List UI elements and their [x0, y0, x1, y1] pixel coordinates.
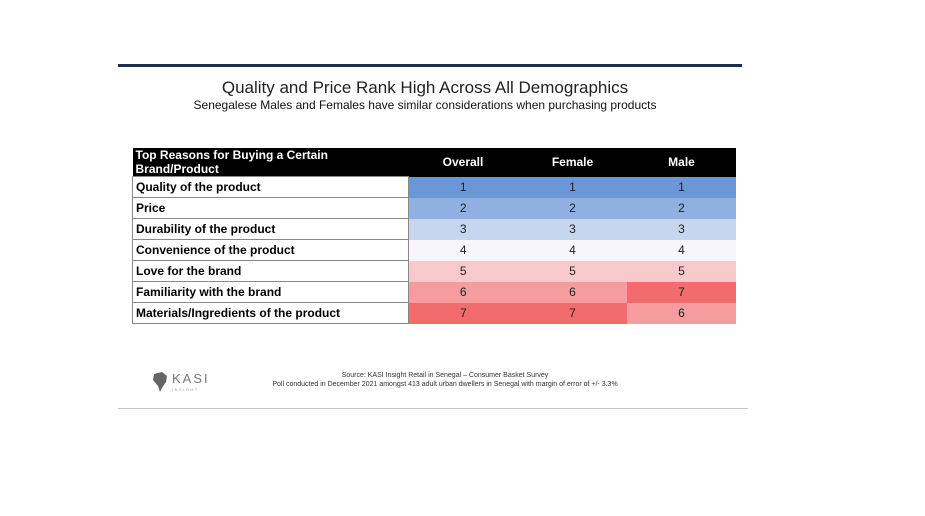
rank-cell: 3 — [518, 218, 627, 240]
logo-name: KASI — [172, 371, 210, 386]
note-line: Poll conducted in December 2021 amongst … — [272, 381, 618, 388]
row-label: Price — [132, 197, 409, 219]
rank-cell: 7 — [408, 302, 518, 324]
rank-cell: 6 — [518, 281, 627, 303]
rank-cell: 3 — [627, 218, 736, 240]
row-label: Durability of the product — [132, 218, 409, 240]
row-label: Convenience of the product — [132, 239, 409, 261]
table-row: Price 2 2 2 — [132, 197, 736, 219]
logo: KASI INSIGHT — [153, 371, 210, 392]
rank-cell: 7 — [518, 302, 627, 324]
table-row: Familiarity with the brand 6 6 7 — [132, 281, 736, 303]
column-header: Male — [627, 148, 736, 177]
rank-cell: 3 — [408, 218, 518, 240]
table-row: Love for the brand 5 5 5 — [132, 260, 736, 282]
rank-cell: 1 — [408, 176, 518, 198]
rank-cell: 5 — [518, 260, 627, 282]
row-label: Quality of the product — [132, 176, 409, 198]
row-label: Materials/Ingredients of the product — [132, 302, 409, 324]
rank-cell: 6 — [627, 302, 736, 324]
top-rule — [118, 64, 742, 67]
rank-cell: 5 — [408, 260, 518, 282]
rank-table: Top Reasons for Buying a Certain Brand/P… — [132, 148, 737, 324]
bottom-rule — [118, 408, 748, 409]
rank-cell: 5 — [627, 260, 736, 282]
source: Source: KASI Insight Retail in Senegal –… — [230, 371, 660, 389]
subtitle: Senegalese Males and Females have simila… — [193, 98, 657, 112]
logo-tagline: INSIGHT — [172, 387, 199, 392]
table-row: Quality of the product 1 1 1 — [132, 176, 736, 198]
rank-cell: 4 — [518, 239, 627, 261]
column-header: Overall — [408, 148, 518, 177]
rank-cell: 4 — [408, 239, 518, 261]
source-line: Source: KASI Insight Retail in Senegal –… — [341, 372, 549, 379]
rank-cell: 4 — [627, 239, 736, 261]
table-row: Materials/Ingredients of the product 7 7 6 — [132, 302, 736, 324]
table-row: Convenience of the product 4 4 4 — [132, 239, 736, 261]
rank-cell: 7 — [627, 281, 736, 303]
rank-cell: 2 — [408, 197, 518, 219]
rank-cell: 1 — [627, 176, 736, 198]
row-label: Familiarity with the brand — [132, 281, 409, 303]
column-header: Female — [518, 148, 627, 177]
rank-cell: 2 — [627, 197, 736, 219]
title: Quality and Price Rank High Across All D… — [221, 78, 629, 97]
row-label: Love for the brand — [132, 260, 409, 282]
rank-cell: 2 — [518, 197, 627, 219]
rank-cell: 6 — [408, 281, 518, 303]
africa-icon — [153, 372, 167, 392]
header-row: Top Reasons for Buying a Certain Brand/P… — [132, 148, 736, 177]
column-header: Top Reasons for Buying a Certain Brand/P… — [132, 148, 409, 177]
table-row: Durability of the product 3 3 3 — [132, 218, 736, 240]
rank-cell: 1 — [518, 176, 627, 198]
